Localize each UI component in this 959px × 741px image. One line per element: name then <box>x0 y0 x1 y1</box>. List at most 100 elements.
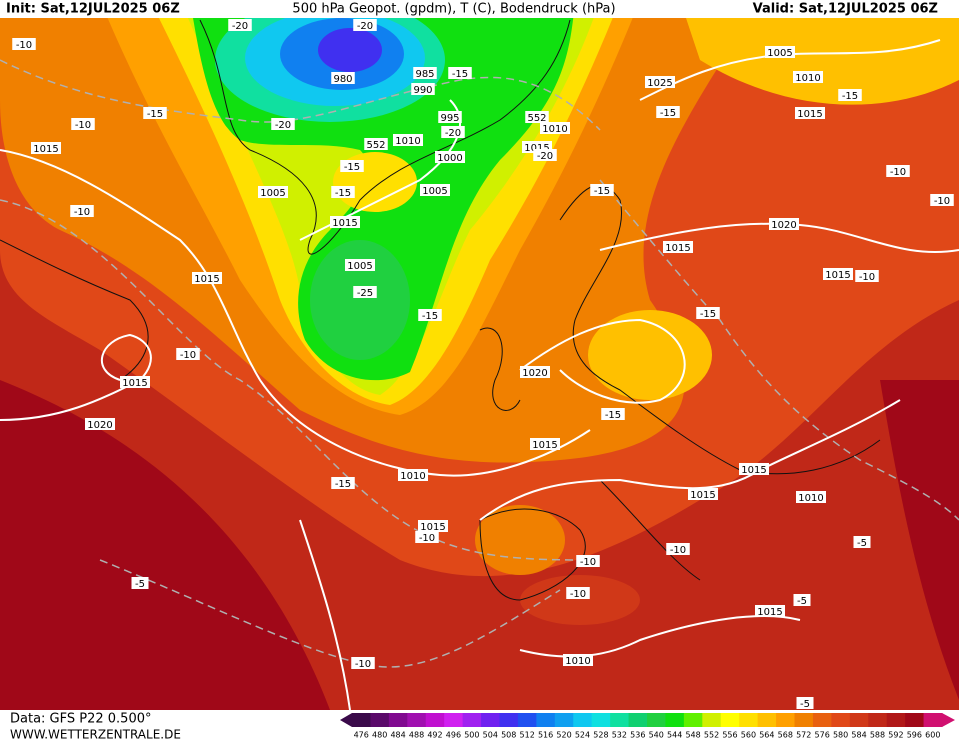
contour-label: -5 <box>800 699 810 710</box>
label-box <box>688 488 718 500</box>
label-box <box>666 543 690 555</box>
contour-label: 1015 <box>665 243 690 254</box>
label-box <box>793 594 811 606</box>
colorbar-arrow-right <box>942 713 955 727</box>
label-box <box>351 657 375 669</box>
colorbar-label: 540 <box>649 731 664 740</box>
contour-label: -10 <box>859 272 875 283</box>
colorbar-label: 504 <box>483 731 498 740</box>
contour-label: -20 <box>232 21 248 32</box>
contour-label: 1015 <box>122 378 147 389</box>
colorbar-cell <box>573 713 593 727</box>
label-box <box>331 186 355 198</box>
colorbar-label: 556 <box>722 731 737 740</box>
contour-label: 1015 <box>532 440 557 451</box>
label-box <box>645 76 675 88</box>
colorbar-label: 488 <box>409 731 424 740</box>
contour-label: 985 <box>415 69 434 80</box>
label-box <box>120 376 150 388</box>
contour-label: -20 <box>357 21 373 32</box>
colorbar-label: 572 <box>796 731 811 740</box>
colorbar-label: 528 <box>593 731 608 740</box>
contour-label: -15 <box>335 479 351 490</box>
colorbar-label: 508 <box>501 731 516 740</box>
label-box <box>418 309 442 321</box>
contour-label: -5 <box>797 596 807 607</box>
colorbar-cell <box>352 713 371 727</box>
label-box <box>418 520 448 532</box>
colorbar-label: 580 <box>833 731 848 740</box>
contour-label: 1015 <box>420 522 445 533</box>
label-box <box>530 438 560 450</box>
colorbar-label: 500 <box>464 731 479 740</box>
colorbar-cell <box>591 713 611 727</box>
colorbar-cell <box>444 713 464 727</box>
colorbar-cell <box>647 713 666 727</box>
contour-label: -10 <box>570 589 586 600</box>
colorbar-label: 476 <box>354 731 369 740</box>
label-box <box>793 71 823 83</box>
label-box <box>656 106 680 118</box>
contour-label: -5 <box>857 538 867 549</box>
contour-label: 1005 <box>347 261 372 272</box>
contour-label: -10 <box>355 659 371 670</box>
contour-label: -15 <box>594 186 610 197</box>
colorbar-cell <box>831 713 851 727</box>
label-box <box>258 186 288 198</box>
contour-label: -20 <box>445 128 461 139</box>
contour-label: 1020 <box>771 220 796 231</box>
label-box <box>563 654 593 666</box>
label-box <box>765 46 795 58</box>
label-box <box>590 184 614 196</box>
label-box <box>769 218 799 230</box>
colorbar-label: 552 <box>704 731 719 740</box>
label-box <box>441 126 465 138</box>
contour-label: -20 <box>537 151 553 162</box>
label-box <box>435 151 465 163</box>
colorbar-label: 520 <box>556 731 571 740</box>
colorbar-cell <box>683 713 703 727</box>
label-box <box>540 122 570 134</box>
colorbar-label: 564 <box>759 731 774 740</box>
colorbar-label: 480 <box>372 731 387 740</box>
colorbar-label: 484 <box>390 731 405 740</box>
colorbar-label: 600 <box>925 731 940 740</box>
colorbar-cell <box>517 713 537 727</box>
colorbar-cell <box>407 713 427 727</box>
label-box <box>31 142 61 154</box>
contour-label: 1010 <box>542 124 567 135</box>
label-box <box>393 134 423 146</box>
colorbar-label: 584 <box>851 731 866 740</box>
label-box <box>663 241 693 253</box>
data-source: Data: GFS P22 0.500° <box>10 712 152 727</box>
colorbar-label: 568 <box>778 731 793 740</box>
contour-label: -15 <box>605 410 621 421</box>
contour-label: -15 <box>422 311 438 322</box>
map-labels: -10 -20 -20 980 985 -15 990 1005 1010 1025 -15 -15 -… <box>12 19 954 710</box>
colorbar-cell <box>370 713 390 727</box>
contour-label: 1015 <box>194 274 219 285</box>
contour-label: 1015 <box>757 607 782 618</box>
contour-label: -15 <box>660 108 676 119</box>
contour-label: 552 <box>527 113 546 124</box>
colorbar-label: 548 <box>685 731 700 740</box>
label-box <box>331 72 355 84</box>
label-box <box>131 577 149 589</box>
label-box <box>353 19 377 31</box>
label-box <box>398 469 428 481</box>
label-box <box>228 19 252 31</box>
colorbar-cell <box>776 713 795 727</box>
label-box <box>855 270 879 282</box>
colorbar-cell <box>536 713 556 727</box>
label-box <box>143 107 167 119</box>
contour-label: -15 <box>700 309 716 320</box>
contour-label: 1010 <box>798 493 823 504</box>
colorbar-cell <box>702 713 722 727</box>
label-box <box>795 107 825 119</box>
contour-label: 1020 <box>87 420 112 431</box>
colorbar-cell <box>610 713 630 727</box>
label-box <box>853 536 871 548</box>
contour-label: -10 <box>670 545 686 556</box>
label-box <box>739 463 769 475</box>
